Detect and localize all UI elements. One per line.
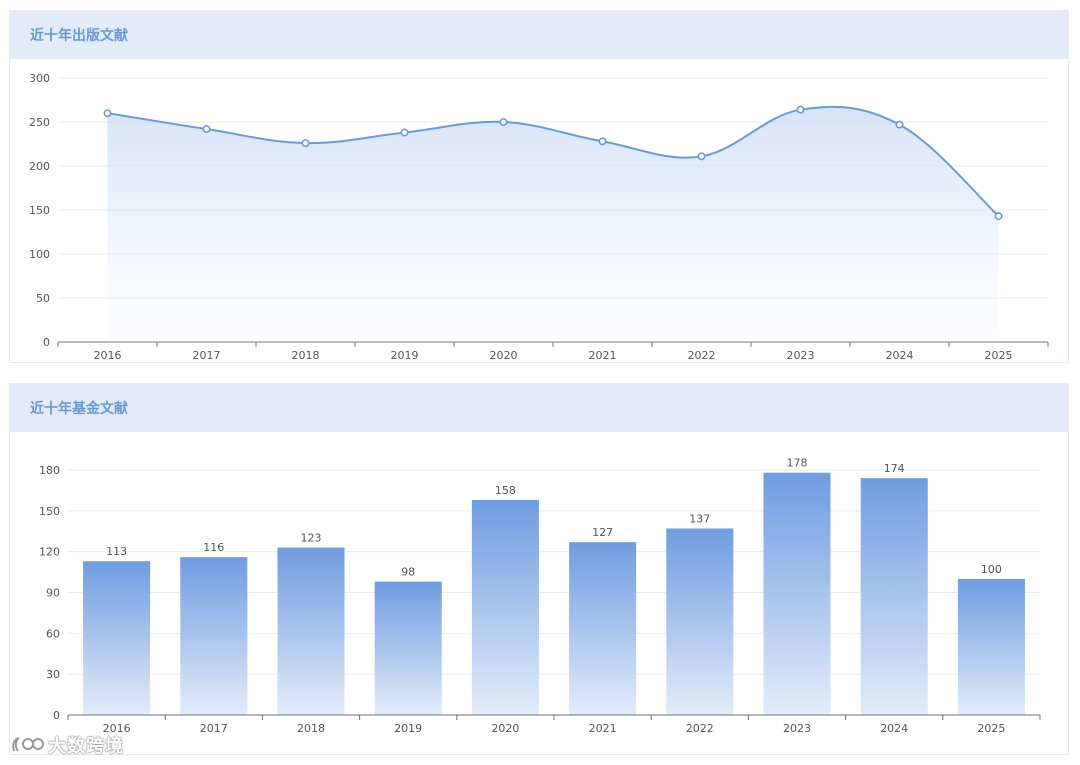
y-tick-label: 0 (53, 709, 60, 722)
y-tick-label: 30 (46, 668, 60, 681)
panel-title: 近十年出版文献 (30, 28, 128, 44)
data-point (202, 125, 211, 134)
data-label: 100 (981, 563, 1002, 576)
bar (666, 528, 734, 715)
bar (471, 499, 539, 715)
data-point (796, 105, 805, 114)
x-tick-label: 2023 (783, 722, 811, 735)
y-tick-label: 120 (39, 546, 60, 559)
data-point (895, 120, 904, 129)
x-tick-label: 2020 (491, 722, 519, 735)
bar-chart-panel: 近十年基金文献 0 30 60 90 120 150 180 113 116 123 98 158 12… (9, 383, 1069, 755)
y-tick-label: 200 (29, 160, 50, 173)
x-tick-label: 2020 (490, 349, 518, 362)
bar (957, 578, 1025, 715)
data-label: 137 (689, 513, 710, 526)
series-area (107, 106, 999, 342)
x-tick-label: 2023 (787, 349, 815, 362)
x-tick-label: 2016 (94, 349, 122, 362)
bar (763, 472, 831, 715)
x-tick-label: 2017 (200, 722, 228, 735)
x-tick-label: 2025 (977, 722, 1005, 735)
panel-title: 近十年基金文献 (30, 401, 128, 417)
bar (860, 478, 928, 715)
y-tick-label: 50 (36, 292, 50, 305)
data-point (103, 109, 112, 118)
line-chart: 0 50 100 150 200 250 300 2016 2017 2018 2019 2020 20… (29, 72, 1049, 362)
y-tick-label: 150 (29, 204, 50, 217)
data-point (400, 128, 409, 137)
x-tick-label: 2017 (193, 349, 221, 362)
data-point (301, 139, 310, 148)
bar (374, 581, 442, 715)
y-tick-label: 250 (29, 116, 50, 129)
bar (83, 561, 151, 715)
x-tick-label: 2019 (391, 349, 419, 362)
y-tick-label: 100 (29, 248, 50, 261)
data-point (994, 212, 1003, 221)
y-tick-label: 90 (46, 587, 60, 600)
x-tick-label: 2019 (394, 722, 422, 735)
x-tick-label: 2024 (886, 349, 914, 362)
bar-chart: 0 30 60 90 120 150 180 113 116 123 98 158 127 137 178 1… (39, 457, 1041, 735)
x-tick-label: 2018 (297, 722, 325, 735)
data-label: 123 (301, 532, 322, 545)
watermark-text: 大数跨境 (48, 736, 124, 757)
line-chart-panel: 近十年出版文献 0 50 100 150 200 250 300 2016 2017 2018 20… (9, 10, 1069, 363)
data-label: 127 (592, 526, 613, 539)
y-tick-label: 60 (46, 627, 60, 640)
data-label: 113 (106, 545, 127, 558)
data-label: 174 (884, 462, 905, 475)
x-tick-label: 2016 (103, 722, 131, 735)
data-point (697, 152, 706, 161)
data-point (598, 137, 607, 146)
y-tick-label: 300 (29, 72, 50, 85)
bar (569, 542, 637, 715)
data-label: 98 (401, 566, 415, 579)
x-tick-label: 2022 (688, 349, 716, 362)
data-label: 116 (203, 541, 224, 554)
series-line (107, 105, 1000, 217)
panel-header: 近十年出版文献 (10, 11, 1068, 59)
watermark: 大数跨境 (10, 732, 124, 758)
panel-header: 近十年基金文献 (10, 384, 1068, 432)
y-tick-label: 150 (39, 505, 60, 518)
data-label: 178 (787, 457, 808, 470)
data-label: 158 (495, 484, 516, 497)
y-tick-label: 0 (43, 336, 50, 349)
x-tick-label: 2022 (686, 722, 714, 735)
x-tick-label: 2021 (589, 722, 617, 735)
bar (180, 557, 248, 715)
x-tick-label: 2024 (880, 722, 908, 735)
bar (277, 547, 345, 715)
x-tick-label: 2025 (985, 349, 1013, 362)
data-point (499, 117, 508, 126)
x-tick-label: 2021 (589, 349, 617, 362)
y-tick-label: 180 (39, 464, 60, 477)
brand-logo-icon (12, 737, 44, 752)
x-tick-label: 2018 (292, 349, 320, 362)
